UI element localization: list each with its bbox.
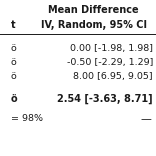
Text: ö: ö [11,44,17,53]
Text: t: t [11,20,16,30]
Text: Mean Difference: Mean Difference [48,5,139,15]
Text: 8.00 [6.95, 9.05]: 8.00 [6.95, 9.05] [67,72,153,81]
Text: ö: ö [11,94,17,104]
Text: -0.50 [-2.29, 1.29]: -0.50 [-2.29, 1.29] [66,58,153,67]
Text: —: — [140,114,151,124]
Text: 0.00 [-1.98, 1.98]: 0.00 [-1.98, 1.98] [64,44,153,53]
Text: 2.54 [-3.63, 8.71]: 2.54 [-3.63, 8.71] [57,94,153,104]
Text: = 98%: = 98% [11,114,43,123]
Text: ö: ö [11,58,17,67]
Text: IV, Random, 95% CI: IV, Random, 95% CI [41,20,147,30]
Text: ö: ö [11,72,17,81]
